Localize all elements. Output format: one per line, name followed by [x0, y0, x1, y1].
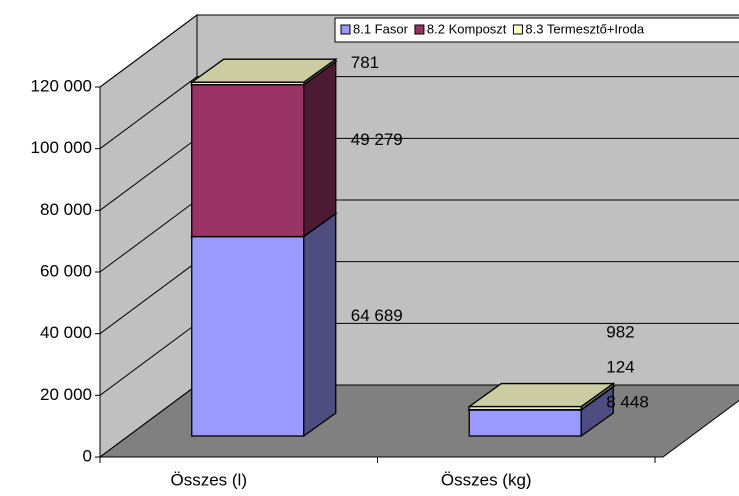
legend-swatch: [512, 24, 523, 35]
value-label: 781: [351, 53, 379, 72]
y-tick-label: 120 000: [31, 76, 92, 95]
x-tick-label: Összes (kg): [441, 470, 532, 489]
y-tick-label: 40 000: [40, 323, 92, 342]
legend-box: [334, 17, 739, 43]
x-tick-label: Összes (l): [171, 470, 248, 489]
bar-segment: [467, 382, 616, 411]
bar-front: [191, 83, 305, 238]
y-tick-label: 100 000: [31, 138, 92, 157]
bar-side: [303, 212, 337, 438]
bar-segment: [189, 60, 338, 238]
grid-line: [99, 76, 739, 150]
y-tick-label: 60 000: [40, 261, 92, 280]
legend-swatch: [414, 24, 425, 35]
y-tick-label: 20 000: [40, 385, 92, 404]
bar-front: [191, 235, 305, 437]
legend-label: 8.1 Fasor: [353, 21, 409, 36]
grid-line: [99, 14, 739, 88]
legend-swatch: [340, 24, 351, 35]
y-tick-label: 0: [83, 446, 92, 465]
bar-segment: [189, 212, 338, 438]
legend-label: 8.2 Komposzt: [427, 21, 507, 36]
value-label: 982: [606, 322, 634, 341]
value-label: 124: [606, 357, 634, 376]
bar-top: [467, 382, 616, 408]
bar-front: [468, 409, 582, 437]
value-label: 8 448: [606, 392, 649, 411]
bar-top: [189, 58, 338, 83]
bar-side: [303, 60, 337, 238]
bar-segment: [189, 57, 338, 86]
value-label: 49 279: [351, 130, 403, 149]
value-label: 64 689: [351, 306, 403, 325]
legend-label: 8.3 Termesztő+Iroda: [525, 21, 644, 36]
y-tick-label: 80 000: [40, 200, 92, 219]
